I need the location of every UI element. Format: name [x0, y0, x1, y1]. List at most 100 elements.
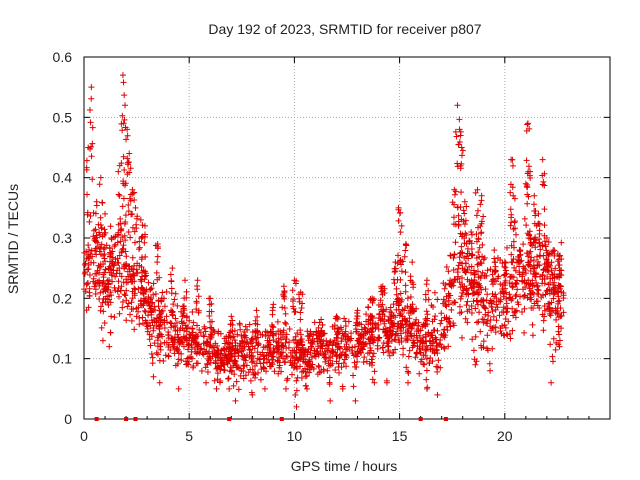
- data-point: [525, 253, 532, 260]
- data-point: [326, 339, 333, 346]
- data-point: [138, 302, 145, 309]
- low-point: [148, 350, 155, 357]
- peak-point: [107, 253, 114, 260]
- peak-point: [395, 299, 402, 306]
- data-point: [322, 342, 329, 349]
- data-point: [521, 329, 528, 336]
- data-point: [386, 331, 393, 338]
- peak-point: [523, 183, 530, 190]
- peak-point: [526, 232, 533, 239]
- low-point: [338, 364, 345, 371]
- data-point: [534, 302, 541, 309]
- low-point: [547, 341, 554, 348]
- peak-point: [208, 318, 215, 325]
- peak-point: [125, 202, 132, 209]
- data-point: [108, 313, 115, 320]
- data-point: [304, 366, 311, 373]
- peak-point: [525, 163, 532, 170]
- peak-point: [142, 268, 149, 275]
- data-point: [88, 259, 95, 266]
- low-point: [554, 310, 561, 317]
- data-point: [119, 246, 126, 253]
- peak-point: [543, 235, 550, 241]
- low-point: [151, 340, 158, 347]
- data-point: [81, 270, 88, 277]
- data-point: [92, 286, 99, 293]
- low-point: [382, 328, 389, 335]
- data-point: [268, 363, 275, 370]
- data-point: [394, 320, 401, 327]
- peak-point: [268, 328, 275, 335]
- data-point: [202, 328, 209, 335]
- data-point: [212, 359, 219, 366]
- data-point: [86, 218, 93, 225]
- peak-point: [530, 239, 537, 246]
- low-point: [371, 379, 378, 386]
- data-point: [154, 351, 161, 358]
- data-point: [548, 299, 555, 306]
- data-point: [115, 293, 122, 300]
- peak-point: [461, 240, 468, 247]
- low-point: [231, 350, 238, 357]
- peak-point: [120, 120, 127, 127]
- x-tick-label: 20: [497, 428, 513, 444]
- peak-point: [167, 271, 174, 278]
- data-point: [115, 285, 122, 292]
- data-point: [324, 367, 331, 374]
- data-point: [180, 333, 187, 340]
- peak-point: [335, 328, 342, 335]
- low-point: [107, 329, 114, 336]
- data-point: [164, 319, 171, 326]
- data-point: [186, 317, 193, 324]
- data-point: [297, 363, 304, 370]
- data-point: [139, 314, 146, 321]
- peak-point: [180, 312, 187, 319]
- peak-point: [391, 280, 398, 287]
- low-point: [470, 347, 477, 354]
- peak-point: [379, 283, 386, 290]
- peak-point: [516, 269, 523, 276]
- data-point: [117, 238, 124, 245]
- data-point: [423, 355, 430, 362]
- data-point: [161, 324, 168, 331]
- peak-point: [468, 228, 475, 235]
- data-point: [316, 363, 323, 370]
- data-point: [475, 268, 482, 275]
- peak-point: [92, 210, 99, 217]
- data-point: [436, 340, 443, 347]
- peak-point: [194, 283, 200, 290]
- data-point: [146, 286, 153, 293]
- peak-point: [507, 189, 514, 196]
- low-point: [149, 360, 156, 367]
- peak-point: [121, 116, 128, 123]
- peak-point: [491, 277, 498, 284]
- data-point: [544, 306, 551, 313]
- data-point: [455, 265, 462, 272]
- data-point: [539, 272, 546, 279]
- low-point: [104, 298, 111, 305]
- data-point: [477, 328, 484, 335]
- data-point: [397, 290, 404, 297]
- data-point: [221, 351, 228, 358]
- data-point: [463, 302, 470, 309]
- peak-point: [96, 181, 103, 188]
- peak-point: [460, 218, 467, 225]
- peak-point: [509, 162, 516, 169]
- peak-point: [119, 127, 126, 134]
- data-point: [171, 296, 178, 303]
- data-point: [118, 273, 125, 280]
- data-point: [459, 283, 466, 290]
- data-point: [221, 340, 228, 347]
- peak-point: [354, 337, 361, 344]
- peak-point: [475, 274, 482, 281]
- data-point: [550, 335, 557, 342]
- peak-point: [474, 207, 481, 214]
- data-point: [335, 360, 342, 367]
- data-point: [536, 305, 543, 312]
- low-point: [100, 286, 107, 293]
- data-point: [314, 371, 321, 378]
- data-point: [487, 297, 494, 304]
- data-point: [168, 324, 175, 331]
- low-point: [303, 382, 310, 389]
- peak-point: [458, 243, 465, 250]
